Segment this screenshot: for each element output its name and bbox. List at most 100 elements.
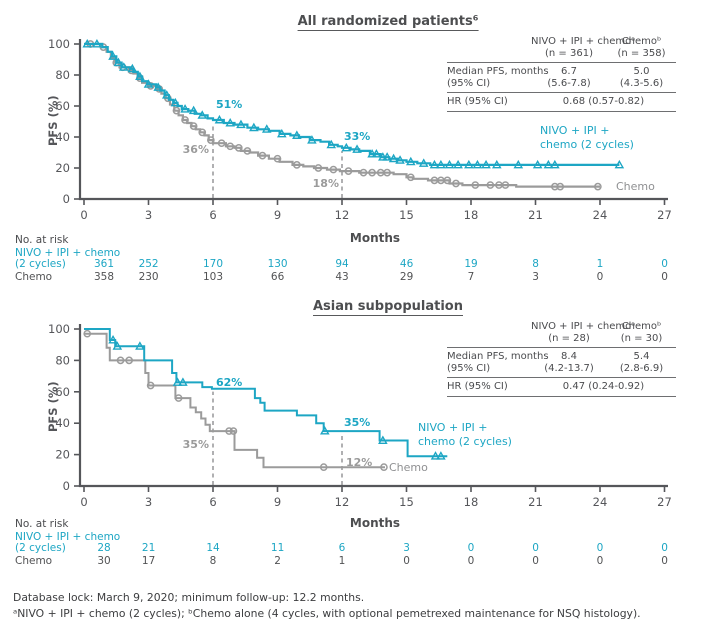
inset-col1-header: NIVO + IPI + chemoᵃ (n = 28) [531, 321, 636, 344]
marker-triangle [382, 152, 392, 161]
marker-circle [243, 147, 252, 155]
ci-label: (95% CI) [447, 77, 491, 89]
col1-n: (n = 361) [545, 47, 593, 59]
marker-circle [181, 116, 189, 124]
footer-database-lock: Database lock: March 9, 2020; minimum fo… [13, 591, 365, 604]
marker-triangle [92, 38, 102, 48]
inset-col1-header: NIVO + IPI + chemoᵃ (n = 361) [531, 36, 635, 59]
risk-value: 19 [464, 258, 478, 270]
marker-triangle [127, 63, 138, 73]
risk-value: 43 [335, 271, 349, 283]
chart2-risk-nivo-label1: NIVO + IPI + chemo [15, 531, 121, 543]
median-pfs-row: Median PFS, months (95% CI) 8.4 (4.2-13.… [447, 347, 676, 377]
marker-triangle [326, 139, 337, 149]
risk-value: 0 [403, 555, 410, 567]
y-tick-label: 20 [55, 161, 70, 175]
marker-triangle [352, 144, 362, 153]
risk-value: 0 [467, 555, 475, 567]
marker-triangle [135, 341, 145, 350]
marker-triangle [453, 159, 463, 169]
risk-value: 94 [335, 258, 349, 270]
chart1-nivo-curve-label: NIVO + IPI + chemo (2 cycles) [540, 124, 634, 151]
marker-circle [471, 181, 480, 189]
median-chemo: 5.0 [633, 66, 650, 77]
marker-circle [225, 427, 233, 435]
chart2-risk-nivo-label2: (2 cycles) [15, 542, 66, 554]
median-chemo: 5.4 [633, 351, 650, 362]
marker-triangle [118, 62, 129, 71]
marker-triangle [481, 159, 491, 169]
marker-triangle [236, 119, 246, 129]
risk-value: 103 [202, 271, 224, 283]
col1-n: (n = 28) [548, 332, 590, 344]
x-tick-label: 12 [335, 495, 350, 509]
x-tick-label: 9 [274, 208, 281, 222]
risk-value: 252 [138, 258, 159, 270]
marker-triangle [277, 128, 287, 138]
y-tick-label: 20 [55, 448, 70, 462]
marker-circle [329, 165, 338, 174]
risk-value: 6 [338, 542, 346, 554]
inset-spacer [447, 36, 531, 59]
col1-header-text: NIVO + IPI + chemoᵃ [531, 321, 636, 332]
chart2-y-axis-label: PFS (%) [46, 381, 60, 432]
risk-value: 17 [141, 555, 156, 567]
risk-value: 361 [93, 258, 115, 270]
risk-value: 3 [532, 271, 539, 283]
x-tick-label: 3 [145, 208, 152, 222]
marker-triangle [436, 451, 446, 460]
pct-annotation: 12% [346, 456, 372, 469]
marker-triangle [172, 377, 183, 386]
marker-triangle [472, 159, 483, 169]
pct-annotation: 33% [344, 130, 370, 143]
chart1-risk-nivo-label2: (2 cycles) [15, 258, 66, 270]
risk-value: 3 [403, 542, 410, 554]
marker-circle [125, 356, 133, 365]
inset-col2-header: Chemoᵇ (n = 358) [607, 36, 676, 59]
marker-triangle [614, 159, 625, 169]
risk-value: 358 [93, 271, 115, 283]
marker-triangle [550, 159, 560, 169]
risk-value: 0 [532, 542, 539, 554]
x-tick-label: 0 [80, 208, 87, 222]
marker-circle [368, 168, 376, 177]
x-tick-label: 9 [274, 495, 281, 509]
chart1-title: All randomized patients⁶ [297, 14, 479, 31]
col2-n: (n = 30) [620, 332, 663, 344]
marker-triangle [320, 426, 330, 435]
risk-value: 0 [596, 555, 604, 567]
risk-value: 130 [267, 258, 288, 270]
x-tick-label: 12 [335, 208, 350, 222]
risk-value: 8 [209, 555, 217, 567]
marker-circle [189, 122, 198, 131]
marker-circle [314, 164, 323, 172]
marker-circle [198, 128, 207, 137]
x-tick-label: 6 [209, 495, 216, 509]
risk-value: 0 [661, 271, 668, 283]
marker-circle [319, 463, 328, 472]
risk-value: 1 [338, 555, 346, 567]
chart2-risk-caption: No. at risk [15, 518, 69, 530]
risk-value: 0 [596, 542, 604, 554]
marker-triangle [464, 159, 474, 169]
risk-value: 2 [274, 555, 281, 567]
marker-triangle [170, 97, 181, 107]
marker-triangle [214, 114, 225, 124]
pct-annotation: 18% [313, 177, 339, 190]
x-tick-label: 24 [593, 208, 608, 222]
marker-triangle [406, 156, 416, 166]
risk-value: 29 [399, 271, 414, 283]
marker-triangle [197, 110, 208, 119]
col2-n: (n = 358) [617, 47, 666, 59]
risk-value: 0 [661, 555, 668, 567]
chart1-y-axis-label: PFS (%) [46, 95, 60, 146]
chart1-inset-table: NIVO + IPI + chemoᵃ (n = 361) Chemoᵇ (n … [447, 36, 676, 112]
risk-value: 0 [661, 542, 668, 554]
marker-circle [359, 168, 368, 177]
pct-annotation: 51% [216, 98, 242, 111]
pct-annotation: 35% [344, 416, 370, 429]
x-tick-label: 27 [657, 208, 672, 222]
marker-triangle [161, 90, 172, 99]
